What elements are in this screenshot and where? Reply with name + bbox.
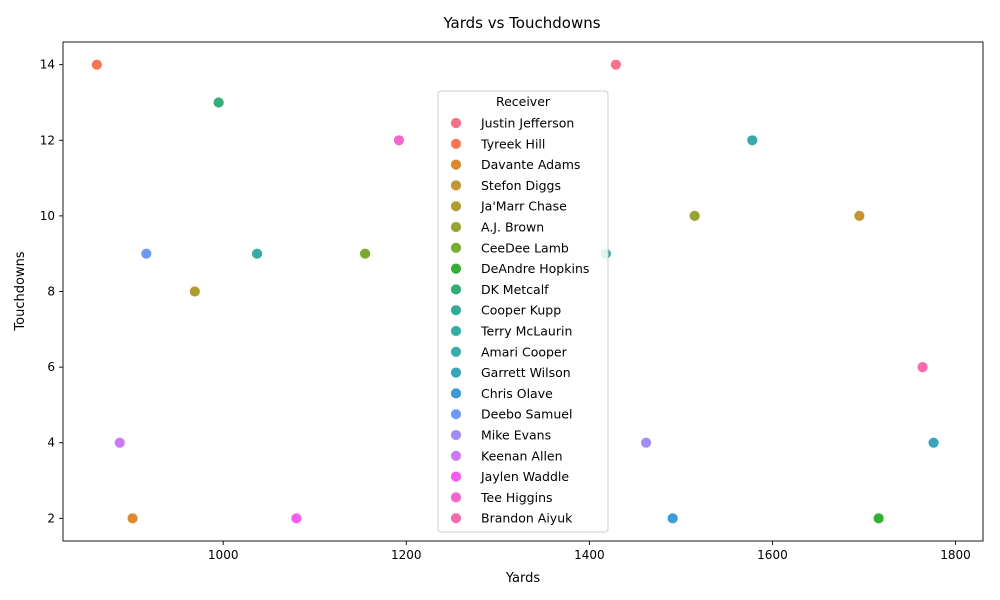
x-tick-label: 1000 [208,548,239,562]
y-tick-label: 10 [40,209,55,223]
data-point [746,134,759,147]
legend-marker [450,304,462,317]
x-tick-label: 1600 [757,548,788,562]
legend-marker [450,429,462,441]
legend-label: Justin Jefferson [480,116,574,131]
legend-marker [450,512,462,525]
y-tick-label: 14 [40,58,55,72]
y-tick-label: 6 [47,360,55,374]
legend-label: Keenan Allen [481,448,563,463]
x-axis: 1000 1200 1400 1600 1800 [208,541,971,562]
data-point [393,134,405,147]
legend-marker [450,449,462,462]
y-tick-label: 12 [40,133,55,147]
data-points [90,58,940,525]
data-point [126,512,139,525]
data-point [916,361,929,374]
data-point [853,209,866,222]
x-tick-label: 1200 [391,548,422,562]
legend-label: Jaylen Waddle [480,469,569,484]
y-tick-label: 2 [47,511,55,525]
legend-marker [450,345,462,358]
data-point [640,436,653,449]
x-tick-label: 1400 [574,548,605,562]
data-point [359,247,371,260]
legend-marker [450,470,462,483]
legend-marker [450,366,462,379]
data-point [290,512,303,525]
legend-label: CeeDee Lamb [481,240,569,255]
legend-label: A.J. Brown [481,220,544,235]
x-axis-title: Yards [505,571,540,586]
legend-label: DeAndre Hopkins [481,261,589,276]
data-point [610,58,622,71]
legend-label: Brandon Aiyuk [481,511,573,526]
legend-box [437,90,609,533]
data-point [140,247,153,260]
data-point [688,209,701,222]
data-point [251,247,263,260]
legend-marker [450,179,462,192]
legend-label: Tyreek Hill [480,136,545,151]
legend-label: Chris Olave [481,386,553,401]
legend-marker [450,117,462,129]
legend-marker [450,325,462,337]
legend-marker [450,200,462,213]
data-point [666,512,679,525]
legend-label: DK Metcalf [481,282,549,297]
y-tick-label: 8 [47,285,55,299]
y-tick-label: 4 [47,436,55,450]
data-point [113,436,126,449]
data-point [188,285,201,298]
legend-title: Receiver [496,94,551,109]
data-point [90,58,103,71]
legend-marker [450,283,462,296]
legend-label: Deebo Samuel [481,407,572,422]
legend-marker [450,221,462,233]
data-point [927,436,940,449]
legend-label: Amari Cooper [481,344,568,359]
legend-marker [450,387,462,400]
x-tick-label: 1800 [940,548,971,562]
legend: Receiver Justin Jefferson Tyreek Hill Dava… [437,90,609,533]
y-axis-title: Touchdowns [13,251,28,331]
legend-marker [450,408,462,421]
legend-marker [450,491,462,504]
legend-label: Mike Evans [481,428,551,443]
legend-marker [450,158,462,171]
legend-label: Davante Adams [481,157,580,172]
y-axis: 2 4 6 8 10 12 14 [40,58,63,525]
data-point [212,96,225,109]
chart-title: Yards vs Touchdowns [442,14,600,32]
legend-label: Ja'Marr Chase [480,199,567,214]
data-point [872,512,885,525]
legend-label: Cooper Kupp [481,303,561,318]
legend-label: Tee Higgins [480,490,553,505]
legend-label: Terry McLaurin [480,324,572,339]
legend-marker [450,262,462,275]
legend-marker [450,137,462,150]
legend-label: Garrett Wilson [481,365,571,380]
legend-label: Stefon Diggs [481,178,561,193]
legend-marker [450,241,462,254]
